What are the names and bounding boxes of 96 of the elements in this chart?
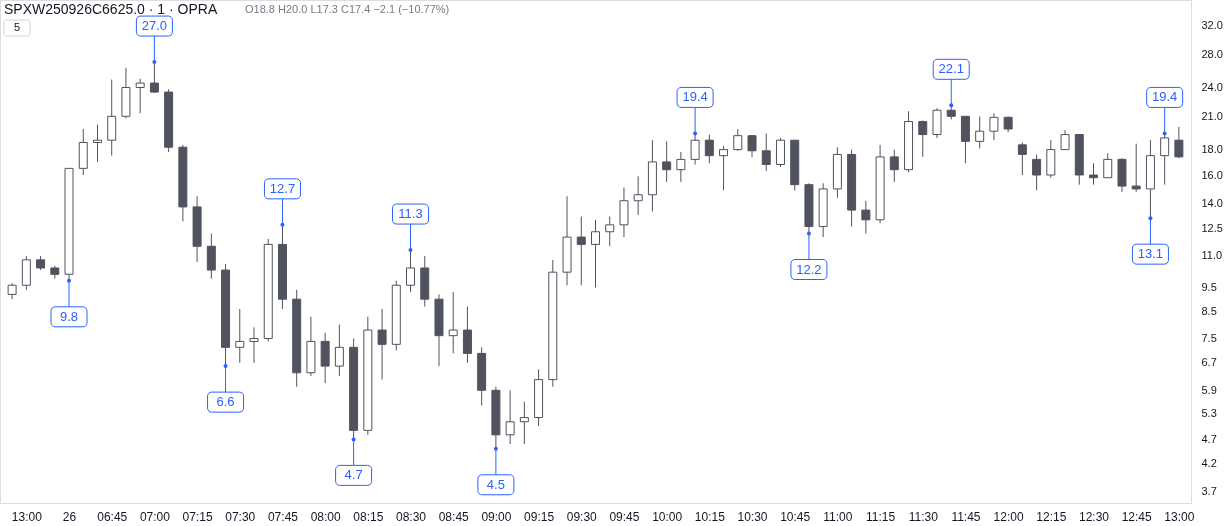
x-tick-label: 10:00	[652, 509, 683, 524]
x-tick-label: 11:00	[823, 509, 853, 524]
y-tick-label: 4.2	[1201, 457, 1217, 470]
x-tick-label: 07:00	[139, 509, 171, 524]
candlestick	[135, 78, 145, 114]
y-tick-label: 18.0	[1201, 143, 1223, 156]
annotation: 5	[13, 21, 21, 33]
x-tick-label: 12:15	[1036, 509, 1067, 524]
x-tick-label: 11:15	[866, 509, 896, 524]
x-tick-label: 12:00	[993, 509, 1024, 524]
candlestick	[889, 149, 899, 183]
x-tick-label: 10:15	[694, 509, 726, 524]
y-tick-label: 8.5	[1201, 305, 1217, 318]
x-tick-label: 07:45	[267, 509, 299, 524]
annotation: 12.2	[796, 261, 822, 277]
y-tick-label: 16.0	[1201, 168, 1223, 181]
y-tick-label: 7.5	[1201, 332, 1217, 345]
candlestick	[605, 216, 615, 247]
x-tick-label: 08:00	[310, 509, 341, 524]
x-tick-label: 11:45	[951, 509, 981, 524]
x-tick-label: 08:45	[438, 509, 470, 524]
x-tick-label: 09:15	[524, 509, 555, 524]
annotation: 11.3	[398, 206, 423, 222]
candlestick	[519, 401, 529, 445]
x-tick-label: 09:30	[566, 509, 598, 524]
x-tick-label: 11:30	[908, 509, 939, 524]
y-tick-label: 24.0	[1201, 81, 1223, 93]
candlestick	[1174, 126, 1184, 159]
x-tick-label: 12:30	[1079, 509, 1110, 524]
candlestick	[719, 145, 729, 191]
x-tick-label: 07:15	[182, 509, 213, 524]
candlestick	[704, 134, 714, 164]
y-tick-label: 9.5	[1201, 281, 1217, 294]
y-tick-label: 28.0	[1201, 47, 1223, 60]
candlestick	[761, 132, 771, 172]
x-tick-label: 08:15	[353, 509, 384, 524]
candlestick	[591, 219, 600, 289]
candlestick	[1089, 162, 1099, 186]
annotation: 19.4	[682, 89, 708, 105]
annotation: 6.6	[216, 394, 235, 410]
annotation: 12.7	[269, 180, 296, 196]
candlestick	[576, 216, 586, 286]
candlestick	[918, 119, 928, 158]
candlestick	[989, 112, 999, 141]
x-tick-label: 09:45	[609, 509, 640, 524]
annotation: 4.7	[344, 467, 363, 483]
candlestick	[975, 115, 985, 149]
y-tick-label: 5.9	[1201, 383, 1217, 396]
candlestick	[107, 79, 117, 157]
candlestick	[235, 308, 245, 364]
x-tick-label: 12:45	[1121, 509, 1153, 524]
y-tick-label: 4.7	[1201, 432, 1217, 445]
y-tick-label: 3.7	[1201, 484, 1217, 497]
y-tick-label: 12.5	[1201, 221, 1223, 234]
x-tick-label: 10:30	[737, 509, 768, 524]
candlestick	[1017, 142, 1027, 176]
candlestick	[861, 200, 871, 235]
annotation: 9.8	[59, 308, 79, 324]
x-tick-label: 09:00	[481, 509, 512, 524]
annotation: 4.5	[486, 476, 505, 492]
x-tick-label: 26	[62, 509, 77, 524]
candlestick	[633, 175, 643, 216]
candlestick	[1103, 152, 1113, 179]
y-tick-label: 21.0	[1201, 109, 1223, 122]
x-tick-label: 08:30	[396, 509, 427, 524]
candlestick	[92, 124, 102, 163]
candlestick	[249, 326, 259, 364]
x-tick-label: 10:45	[780, 509, 811, 524]
x-tick-label: 07:30	[225, 509, 256, 524]
x-tick-label: 13:00	[11, 509, 43, 524]
candlestick	[462, 305, 472, 364]
candlestick	[1131, 143, 1141, 193]
annotation: 13.1	[1137, 246, 1164, 262]
candlestick	[1032, 153, 1042, 191]
y-tick-label: 5.3	[1201, 406, 1217, 419]
candlestick	[206, 233, 216, 280]
candlestick	[377, 308, 387, 381]
annotation: 19.4	[1152, 89, 1178, 105]
chart-title: SPXW250926C6625.0 · 1 · OPRA	[4, 1, 218, 17]
y-tick-label: 14.0	[1201, 197, 1223, 210]
x-tick-label: 13:00	[1164, 509, 1195, 524]
candlestick	[747, 135, 757, 158]
candlestick	[733, 128, 743, 152]
candlestick	[448, 291, 458, 354]
candlestick	[676, 151, 686, 183]
candlestick	[334, 324, 344, 377]
annotation: 27.0	[141, 18, 168, 34]
y-tick-label: 6.7	[1201, 356, 1217, 369]
annotation: 22.1	[938, 61, 964, 77]
candlestick	[1060, 129, 1070, 151]
x-tick-label: 06:45	[97, 509, 128, 524]
candlestick	[662, 140, 672, 183]
y-tick-label: 32.0	[1201, 18, 1223, 31]
candlestick	[505, 389, 515, 445]
y-tick-label: 11.0	[1201, 249, 1223, 262]
chart-subtitle: O18.8 H20.0 L17.3 C17.4 −2.1 (−10.77%)	[245, 3, 450, 15]
